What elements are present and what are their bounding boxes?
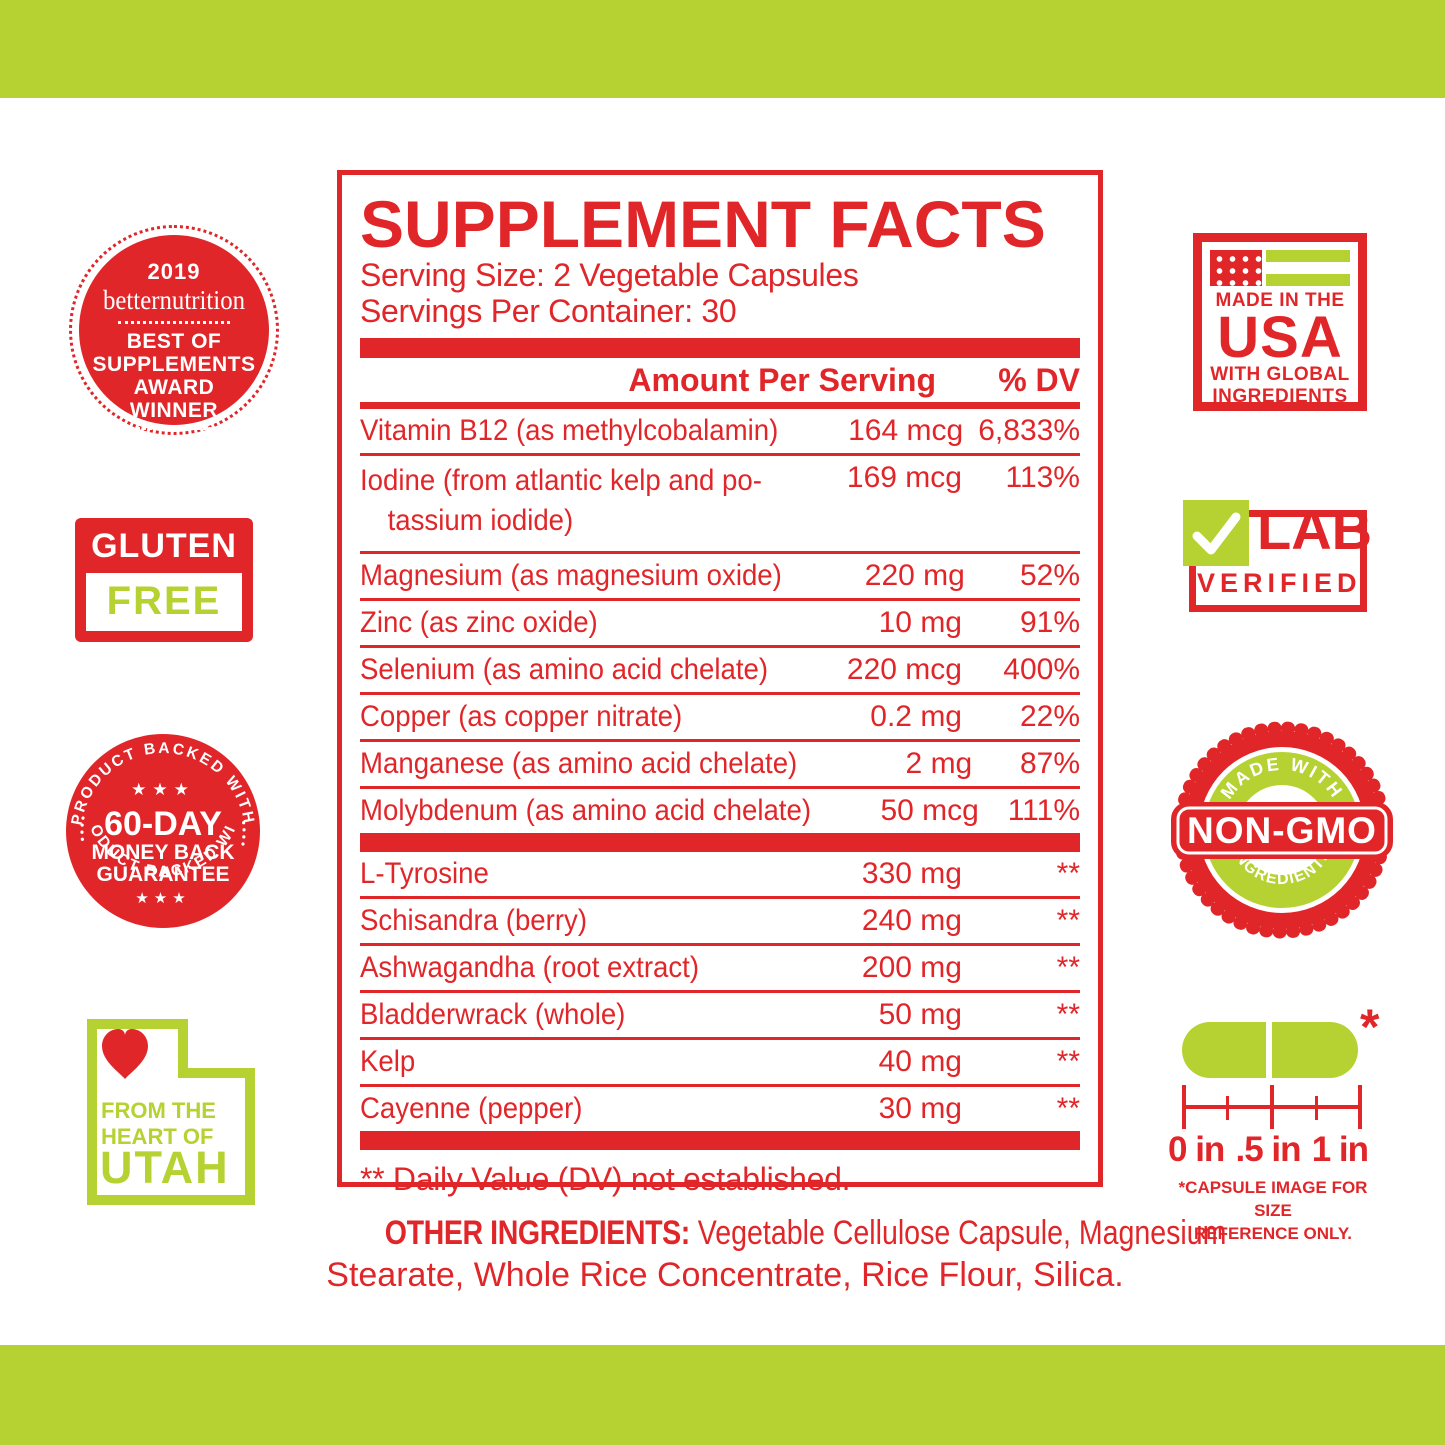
top-green-band bbox=[0, 0, 1445, 98]
table-row: Magnesium (as magnesium oxide) 220 mg 52… bbox=[360, 554, 1080, 601]
asterisk-icon: * bbox=[1360, 999, 1380, 1055]
capsule-size-reference: * 0 in .5 in 1 in *CAPSULE IMAGE FOR SIZ… bbox=[1160, 999, 1386, 1243]
checkbox-square bbox=[1183, 500, 1249, 566]
thick-rule bbox=[360, 338, 1080, 358]
dotted-divider bbox=[118, 321, 230, 324]
utah-badge: FROM THE HEART OF UTAH bbox=[87, 1019, 255, 1205]
servings-per-container: Servings Per Container: 30 bbox=[360, 293, 737, 329]
panel-title: SUPPLEMENT FACTS bbox=[360, 187, 1046, 261]
capsule-icon bbox=[1272, 1022, 1358, 1078]
money-back-guarantee-badge: PRODUCT BACKED WITH ★★★ 60-DAY MONEY BAC… bbox=[63, 731, 260, 928]
gluten-text: GLUTEN bbox=[91, 527, 237, 565]
table-row: Cayenne (pepper) 30 mg ** bbox=[360, 1092, 1080, 1125]
table-row: Ashwagandha (root extract) 200 mg ** bbox=[360, 946, 1080, 993]
gluten-free-badge: GLUTEN FREE bbox=[75, 518, 253, 642]
usa-text-block: MADE IN THE USA WITH GLOBAL INGREDIENTS bbox=[1202, 290, 1358, 408]
dotted-arc-right bbox=[241, 816, 246, 846]
table-row: Iodine (from atlantic kelp and po-tassiu… bbox=[360, 456, 1080, 554]
other-ingredients-line1: OTHER INGREDIENTS: Vegetable Cellulose C… bbox=[384, 1214, 1227, 1252]
column-headers: Amount Per Serving % DV bbox=[360, 358, 1080, 402]
award-badge-disc: 2019 betternutrition BEST OF SUPPLEMENTS… bbox=[79, 235, 269, 431]
table-row: Vitamin B12 (as methylcobalamin) 164 mcg… bbox=[360, 409, 1080, 456]
utah-line1: FROM THE bbox=[101, 1098, 216, 1123]
gluten-free-inner-box: FREE bbox=[86, 573, 242, 631]
capsule-icon bbox=[1182, 1022, 1266, 1078]
col-dv-header: % DV bbox=[998, 361, 1080, 398]
flag-stripes-icon bbox=[1266, 250, 1350, 286]
thick-rule bbox=[360, 1131, 1080, 1150]
flag-stars-icon bbox=[1210, 250, 1262, 286]
guarantee-disc bbox=[66, 734, 260, 928]
award-year: 2019 bbox=[147, 259, 201, 284]
stars-icon: ★★★ bbox=[131, 780, 195, 799]
award-line: SUPPLEMENTS bbox=[92, 353, 256, 377]
usa-line4: INGREDIENTS bbox=[1212, 386, 1348, 407]
nongmo-band bbox=[1171, 802, 1393, 859]
ruler-label-1: 1 in bbox=[1311, 1130, 1369, 1169]
medium-rule bbox=[360, 402, 1080, 409]
utah-line2: HEART OF bbox=[101, 1124, 213, 1149]
table-row: Manganese (as amino acid chelate) 2 mg 8… bbox=[360, 742, 1080, 789]
table-row: Zinc (as zinc oxide) 10 mg 91% bbox=[360, 601, 1080, 648]
heart-icon bbox=[102, 1029, 148, 1079]
usa-line2: USA bbox=[1217, 305, 1343, 370]
ruler bbox=[1182, 1085, 1362, 1129]
supplement-facts-panel: SUPPLEMENT FACTS Serving Size: 2 Vegetab… bbox=[337, 170, 1103, 1197]
other-ingredients: OTHER INGREDIENTS: Vegetable Cellulose C… bbox=[320, 1212, 1227, 1296]
ruler-label-half: .5 in bbox=[1235, 1130, 1301, 1169]
ruler-labels: 0 in .5 in 1 in bbox=[1168, 1130, 1369, 1170]
guarantee-60day: 60-DAY bbox=[104, 805, 222, 843]
other-ingredients-label: OTHER INGREDIENTS: bbox=[384, 1214, 690, 1252]
capsule-note: *CAPSULE IMAGE FOR SIZE REFERENCE ONLY. bbox=[1178, 1178, 1368, 1243]
table-row: Schisandra (berry) 240 mg ** bbox=[360, 899, 1080, 946]
lab-text: LAB bbox=[1257, 498, 1373, 561]
utah-line3: UTAH bbox=[100, 1142, 230, 1193]
usa-line1: MADE IN THE bbox=[1215, 290, 1345, 311]
serving-size: Serving Size: 2 Vegetable Capsules bbox=[360, 257, 859, 293]
guarantee-guarantee: GUARANTEE bbox=[96, 863, 229, 886]
check-icon bbox=[1192, 512, 1241, 555]
award-badge: 2019 betternutrition BEST OF SUPPLEMENTS… bbox=[69, 225, 279, 435]
ruler-label-0: 0 in bbox=[1168, 1130, 1225, 1169]
table-row: L-Tyrosine 330 mg ** bbox=[360, 852, 1080, 899]
table-row: Kelp 40 mg ** bbox=[360, 1040, 1080, 1087]
table-row: Selenium (as amino acid chelate) 220 mcg… bbox=[360, 648, 1080, 695]
verified-text: VERIFIED bbox=[1197, 568, 1362, 598]
award-line: AWARD bbox=[133, 376, 215, 400]
table-row: Molybdenum (as amino acid chelate) 50 mc… bbox=[360, 794, 1080, 827]
award-line: BEST OF bbox=[126, 330, 222, 353]
award-line: WINNER bbox=[129, 399, 219, 423]
stars-icon: ★★★ bbox=[135, 890, 190, 907]
lab-verified-badge: LAB VERIFIED bbox=[1183, 500, 1383, 626]
made-in-usa-badge: MADE IN THE USA WITH GLOBAL INGREDIENTS bbox=[1193, 233, 1367, 411]
table-row: Bladderwrack (whole) 50 mg ** bbox=[360, 993, 1080, 1040]
free-text: FREE bbox=[106, 579, 222, 623]
dv-footnote: ** Daily Value (DV) not established. bbox=[360, 1161, 851, 1197]
dotted-divider bbox=[118, 427, 230, 431]
table-row: Copper (as copper nitrate) 0.2 mg 22% bbox=[360, 695, 1080, 742]
other-ingredients-line2: Stearate, Whole Rice Concentrate, Rice F… bbox=[326, 1256, 1124, 1294]
usa-line3: WITH GLOBAL bbox=[1210, 364, 1350, 385]
bottom-green-band bbox=[0, 1345, 1445, 1445]
col-amount-header: Amount Per Serving bbox=[628, 361, 936, 398]
nongmo-text: NON-GMO bbox=[1187, 810, 1377, 851]
dotted-arc-left bbox=[80, 816, 85, 846]
guarantee-moneyback: MONEY BACK bbox=[91, 841, 234, 864]
award-brand: betternutrition bbox=[102, 285, 246, 315]
non-gmo-badge: MADE WITH INGREDIENTS NON-GMO bbox=[1171, 721, 1393, 939]
thick-rule bbox=[360, 833, 1080, 852]
